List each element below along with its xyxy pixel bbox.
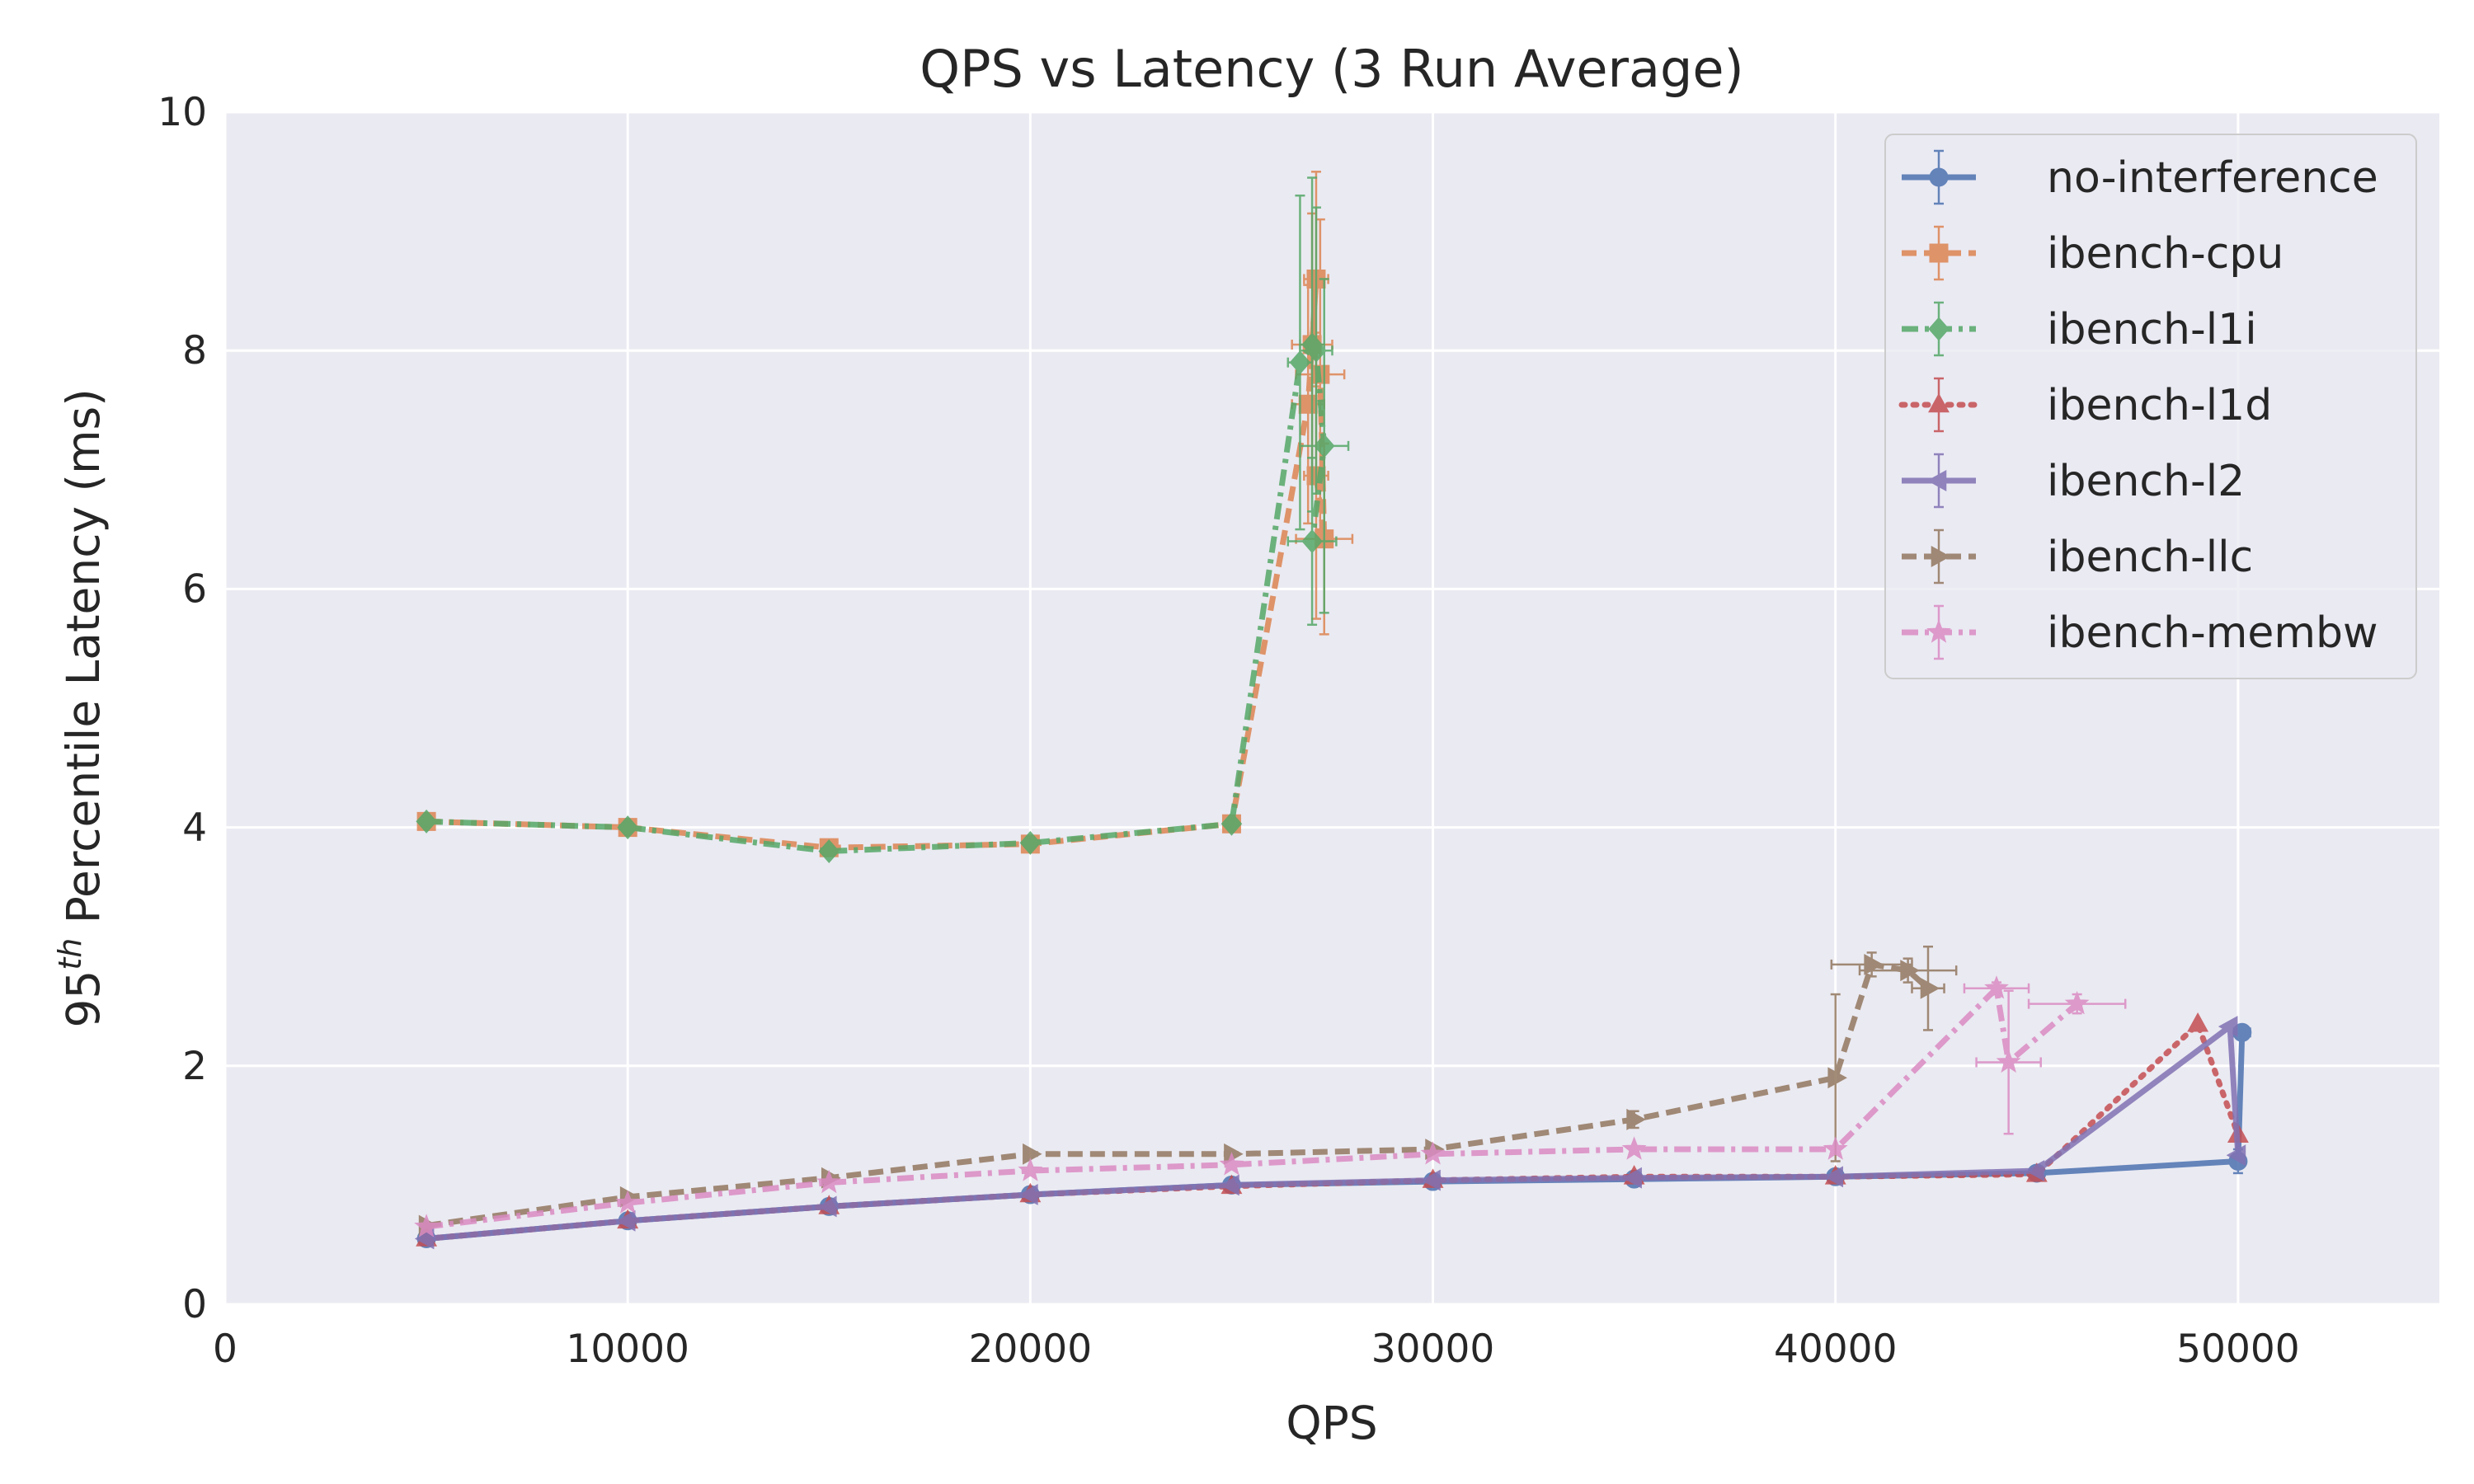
- data-point: [1827, 1067, 1847, 1089]
- chart-title: QPS vs Latency (3 Run Average): [920, 39, 1743, 99]
- legend-label: ibench-membw: [2047, 608, 2378, 658]
- series-ibench-l1i: [416, 176, 1350, 864]
- legend-label: ibench-l1d: [2047, 381, 2272, 430]
- legend-item: [1902, 149, 1976, 205]
- legend-item: [1898, 377, 1979, 433]
- legend-item: [1902, 604, 1976, 660]
- data-point: [816, 1169, 842, 1194]
- data-point: [1219, 1152, 1244, 1176]
- legend-item: [1902, 453, 1976, 509]
- data-point: [1018, 1184, 1038, 1205]
- x-axis-label: QPS: [1286, 1397, 1377, 1449]
- data-point: [615, 1209, 636, 1232]
- legend-label: ibench-l2: [2047, 457, 2245, 506]
- data-point: [1864, 953, 1884, 975]
- legend-marker: [1926, 619, 1951, 643]
- data-point: [1421, 1169, 1441, 1191]
- data-point: [1984, 975, 2009, 999]
- data-point: [817, 1195, 837, 1218]
- data-point: [818, 839, 840, 864]
- y-tick-label: 2: [182, 1044, 207, 1089]
- legend-item: [1902, 225, 1976, 281]
- series-line: [426, 985, 2079, 1230]
- y-tick-label: 10: [158, 90, 207, 135]
- data-point: [1626, 1108, 1646, 1130]
- data-point: [1420, 1141, 1446, 1165]
- y-tick-label: 8: [182, 328, 207, 373]
- series-layer: [414, 171, 2252, 1250]
- data-point: [1920, 977, 1940, 999]
- x-tick-label: 30000: [1371, 1327, 1495, 1372]
- legend-label: ibench-llc: [2047, 533, 2253, 582]
- x-tick-label: 50000: [2176, 1327, 2300, 1372]
- y-tick-label: 0: [182, 1282, 207, 1327]
- data-point: [1018, 1158, 1043, 1181]
- series-line: [426, 341, 1328, 854]
- data-point: [2218, 1016, 2238, 1038]
- data-point: [1298, 394, 1318, 414]
- x-tick-label: 0: [213, 1327, 238, 1372]
- x-tick-labels: 0 10000 20000 30000 40000 50000: [213, 1327, 2300, 1372]
- data-point: [1996, 1049, 2021, 1073]
- data-point: [1023, 1143, 1042, 1165]
- legend-marker: [1929, 243, 1949, 263]
- y-axis-label-base: 95: [57, 970, 110, 1028]
- data-point: [2025, 1160, 2045, 1181]
- series-ibench-membw: [414, 975, 2127, 1237]
- x-tick-label: 10000: [566, 1327, 689, 1372]
- legend-marker: [1931, 546, 1951, 567]
- data-point: [2226, 1144, 2246, 1167]
- data-point: [2064, 990, 2090, 1015]
- data-point: [1220, 1174, 1239, 1196]
- data-point: [1622, 1167, 1642, 1189]
- data-point: [1313, 434, 1335, 458]
- data-point: [1823, 1136, 1848, 1160]
- y-axis-label-sup: th: [52, 938, 88, 970]
- legend-item: [1902, 528, 1976, 585]
- x-tick-label: 20000: [969, 1327, 1093, 1372]
- y-tick-label: 4: [182, 805, 207, 851]
- data-point: [1301, 529, 1323, 554]
- data-point: [1221, 811, 1243, 836]
- legend-label: ibench-l1i: [2047, 305, 2257, 355]
- legend-marker: [1928, 317, 1950, 341]
- y-axis-label-rest: Percentile Latency (ms): [57, 388, 110, 937]
- data-point: [615, 1190, 641, 1214]
- legend-label: no-interference: [2047, 153, 2378, 203]
- data-point: [617, 815, 638, 840]
- data-point: [1289, 350, 1311, 375]
- x-tick-label: 40000: [1774, 1327, 1898, 1372]
- data-point: [1900, 960, 1920, 982]
- data-point: [1305, 338, 1327, 363]
- data-point: [1621, 1136, 1647, 1160]
- legend-marker: [1928, 392, 1950, 413]
- data-point: [1823, 1166, 1844, 1188]
- y-axis-label: 95th Percentile Latency (ms): [52, 388, 110, 1027]
- legend-item: [1902, 301, 1976, 357]
- series-ibench-l2: [414, 1016, 2246, 1250]
- data-point: [416, 809, 437, 834]
- legend-marker: [1929, 167, 1949, 187]
- legend-box: [1884, 134, 2417, 679]
- data-point: [1019, 830, 1042, 855]
- legend-marker: [1926, 470, 1947, 491]
- y-tick-labels: 0 2 4 6 8 10: [158, 90, 207, 1327]
- data-point: [414, 1214, 440, 1237]
- y-tick-label: 6: [182, 566, 207, 612]
- legend-label: ibench-cpu: [2047, 229, 2284, 279]
- data-point: [2187, 1012, 2209, 1032]
- legend: no-interference ibench-cpu ibench-l1i ibenc…: [1884, 134, 2417, 679]
